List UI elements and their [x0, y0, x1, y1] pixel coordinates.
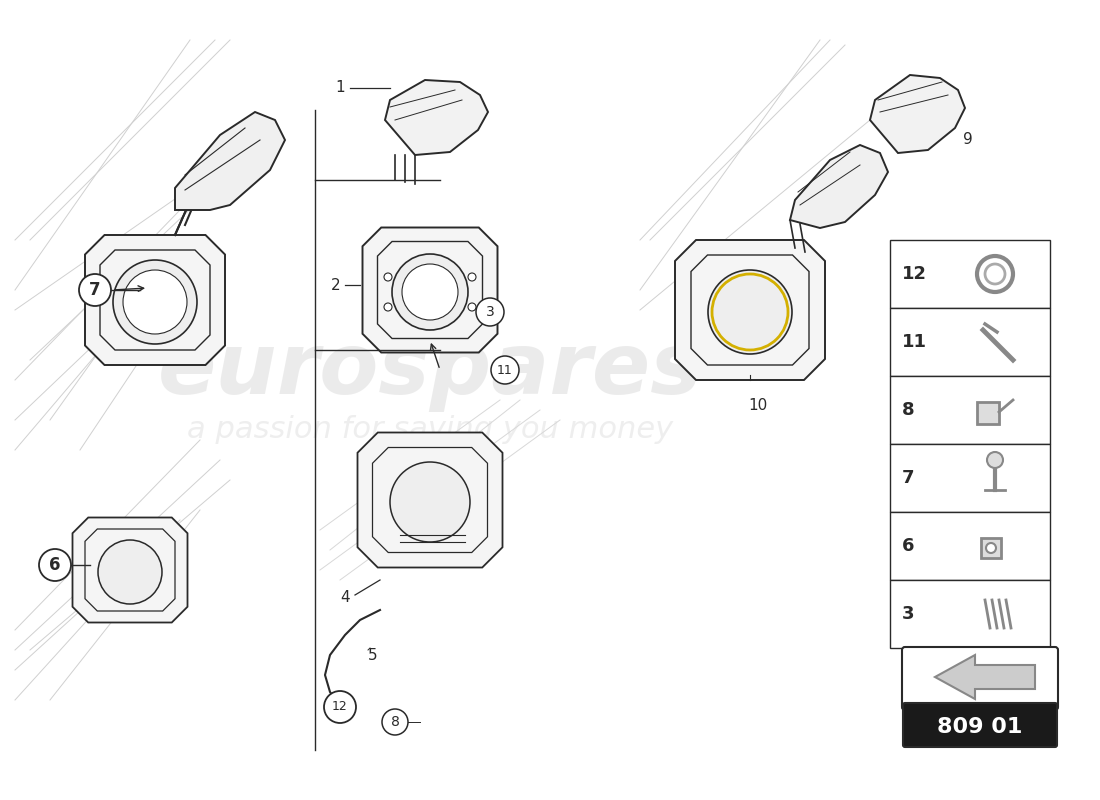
Circle shape — [113, 260, 197, 344]
Text: 9: 9 — [962, 133, 972, 147]
Circle shape — [468, 273, 476, 281]
Text: 7: 7 — [902, 469, 914, 487]
Text: 10: 10 — [748, 398, 768, 413]
Circle shape — [384, 273, 392, 281]
Text: 3: 3 — [485, 305, 494, 319]
Text: 809 01: 809 01 — [937, 717, 1023, 737]
Circle shape — [79, 274, 111, 306]
FancyBboxPatch shape — [903, 703, 1057, 747]
Circle shape — [708, 270, 792, 354]
FancyBboxPatch shape — [890, 512, 1050, 580]
Circle shape — [468, 303, 476, 311]
FancyBboxPatch shape — [981, 538, 1001, 558]
Circle shape — [390, 462, 470, 542]
Text: 1: 1 — [336, 81, 345, 95]
Polygon shape — [363, 227, 497, 353]
FancyBboxPatch shape — [890, 308, 1050, 376]
Polygon shape — [385, 80, 488, 155]
Polygon shape — [870, 75, 965, 153]
Circle shape — [123, 270, 187, 334]
Text: 6: 6 — [902, 537, 914, 555]
Text: 8: 8 — [902, 401, 914, 419]
Text: 7: 7 — [89, 281, 101, 299]
Text: 11: 11 — [902, 333, 927, 351]
Circle shape — [491, 356, 519, 384]
Text: 4: 4 — [340, 590, 350, 606]
Polygon shape — [175, 112, 285, 210]
FancyBboxPatch shape — [902, 647, 1058, 710]
Circle shape — [382, 709, 408, 735]
Text: a passion for saving you money: a passion for saving you money — [187, 415, 673, 445]
Circle shape — [98, 540, 162, 604]
Polygon shape — [73, 518, 187, 622]
Polygon shape — [85, 235, 226, 365]
FancyBboxPatch shape — [890, 240, 1050, 308]
Text: eurospares: eurospares — [157, 329, 702, 411]
Text: 3: 3 — [902, 605, 914, 623]
Circle shape — [324, 691, 356, 723]
Text: 11: 11 — [497, 363, 513, 377]
Text: 2: 2 — [330, 278, 340, 293]
Circle shape — [986, 543, 996, 553]
Circle shape — [384, 303, 392, 311]
Polygon shape — [935, 655, 1035, 699]
Text: 12: 12 — [902, 265, 927, 283]
FancyBboxPatch shape — [977, 402, 999, 424]
FancyBboxPatch shape — [890, 580, 1050, 648]
Text: 5: 5 — [368, 647, 377, 662]
Circle shape — [39, 549, 72, 581]
Circle shape — [987, 452, 1003, 468]
Circle shape — [476, 298, 504, 326]
Circle shape — [392, 254, 468, 330]
FancyBboxPatch shape — [890, 444, 1050, 512]
Text: 12: 12 — [332, 701, 348, 714]
Text: 6: 6 — [50, 556, 60, 574]
Polygon shape — [358, 433, 503, 567]
Circle shape — [402, 264, 458, 320]
FancyBboxPatch shape — [890, 376, 1050, 444]
Polygon shape — [675, 240, 825, 380]
Polygon shape — [790, 145, 888, 228]
Text: 8: 8 — [390, 715, 399, 729]
